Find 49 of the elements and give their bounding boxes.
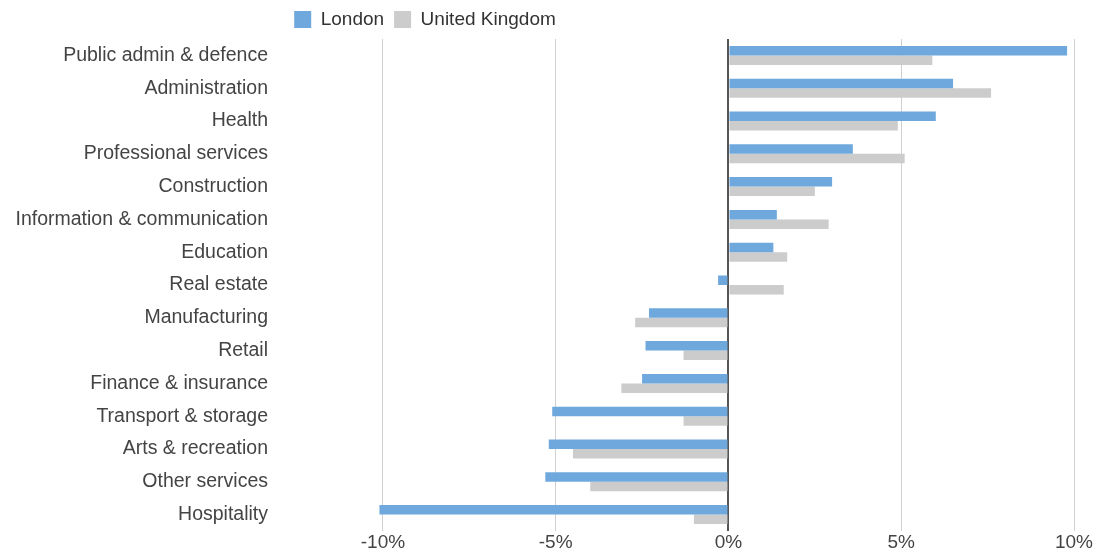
y-tick-label: Retail (218, 337, 268, 360)
y-tick-label: Construction (158, 173, 268, 196)
bar (729, 144, 853, 154)
y-tick-label: Transport & storage (96, 403, 268, 426)
bar (729, 209, 777, 220)
bar (645, 341, 728, 351)
bar (545, 472, 728, 482)
bar (729, 285, 784, 295)
bar (642, 373, 728, 384)
y-tick-label: Education (181, 239, 268, 262)
bar (729, 242, 774, 253)
bar (729, 252, 788, 262)
bar (572, 449, 728, 459)
y-tick-label: Other services (142, 469, 269, 492)
y-tick-label: Real estate (169, 272, 268, 295)
bar (548, 439, 728, 449)
x-tick-label: 10% (1054, 530, 1094, 552)
bar (729, 186, 815, 197)
legend-label: United Kingdom (420, 7, 556, 29)
y-tick-label: Public admin & defence (63, 42, 268, 65)
y-tick-label: Information & communication (15, 206, 268, 229)
bar (729, 78, 954, 89)
y-tick-label: Arts & recreation (122, 436, 268, 459)
y-tick-label: Manufacturing (144, 305, 268, 328)
bar (683, 416, 728, 426)
bar (729, 177, 833, 187)
y-tick-label: Finance & insurance (90, 370, 268, 393)
bar (648, 308, 728, 318)
bar (693, 514, 728, 525)
y-tick-label: Health (211, 108, 268, 131)
bar (718, 275, 728, 285)
x-tick-label: -10% (360, 530, 406, 552)
y-tick-label: Professional services (83, 141, 269, 164)
bar (621, 383, 728, 393)
bar (590, 481, 728, 492)
legend-label: London (320, 7, 385, 29)
bar (729, 219, 829, 229)
x-tick-label: 5% (887, 530, 916, 552)
x-tick-label: -5% (538, 530, 573, 552)
y-tick-label: Administration (144, 75, 268, 98)
bar (379, 505, 728, 515)
bar (635, 317, 728, 328)
y-tick-label: Hospitality (178, 501, 269, 524)
bar (729, 121, 898, 131)
x-tick-label: 0% (714, 530, 743, 552)
bar (683, 350, 728, 361)
bar (729, 111, 936, 121)
bar (729, 45, 1068, 56)
bar (552, 406, 728, 417)
